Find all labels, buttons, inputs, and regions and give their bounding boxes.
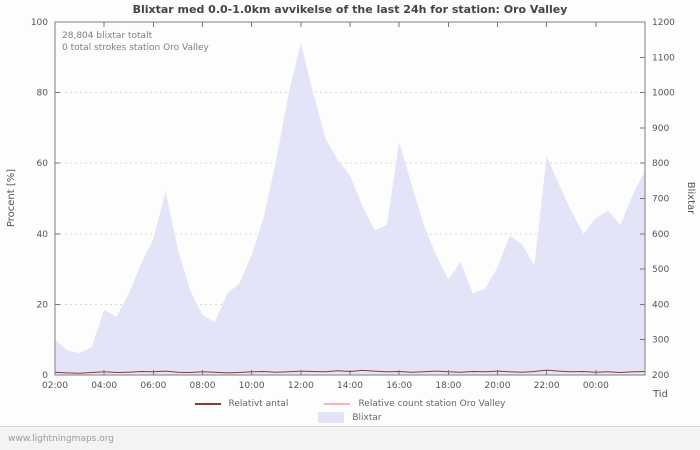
left-axis-title: Procent [%] <box>6 169 17 227</box>
chart-title: Blixtar med 0.0-1.0km avvikelse of the l… <box>133 3 568 16</box>
chart: 0 20 40 60 80 100 200 300 400 500 600 700 800 900 1000… <box>6 3 696 399</box>
svg-text:0: 0 <box>42 371 48 381</box>
svg-text:300: 300 <box>652 336 669 346</box>
annotation-station-strokes: 0 total strokes station Oro Valley <box>62 43 210 53</box>
relativt-antal-line-swatch <box>194 403 221 405</box>
svg-text:18:00: 18:00 <box>435 381 461 391</box>
svg-text:1000: 1000 <box>652 89 675 99</box>
svg-text:80: 80 <box>37 89 49 99</box>
svg-text:20: 20 <box>37 300 49 310</box>
blixtar-area <box>55 43 645 375</box>
legend-item-relativt-antal: Relativt antal <box>194 399 289 409</box>
station-count-line-swatch <box>324 403 351 405</box>
svg-text:22:00: 22:00 <box>534 381 560 391</box>
legend: Relativt antal Relative count station Or… <box>0 399 700 423</box>
blixtar-area-swatch <box>318 412 345 423</box>
legend-label: Blixtar <box>352 412 382 423</box>
legend-row-area: Blixtar <box>318 412 382 423</box>
svg-text:00:00: 00:00 <box>583 381 609 391</box>
svg-text:06:00: 06:00 <box>140 381 166 391</box>
svg-text:500: 500 <box>652 265 669 275</box>
svg-text:10:00: 10:00 <box>239 381 265 391</box>
x-axis-title: Tid <box>652 389 668 399</box>
svg-text:100: 100 <box>31 18 48 28</box>
annotation-total-strokes: 28,804 blixtar totalt <box>62 31 153 41</box>
svg-text:60: 60 <box>37 159 49 169</box>
svg-text:04:00: 04:00 <box>91 381 117 391</box>
legend-item-blixtar: Blixtar <box>318 412 382 423</box>
svg-text:08:00: 08:00 <box>190 381 216 391</box>
svg-text:02:00: 02:00 <box>42 381 68 391</box>
svg-text:16:00: 16:00 <box>386 381 412 391</box>
legend-label: Relative count station Oro Valley <box>358 399 506 409</box>
svg-text:200: 200 <box>652 371 669 381</box>
svg-text:20:00: 20:00 <box>485 381 511 391</box>
svg-text:1100: 1100 <box>652 53 675 63</box>
footer-link[interactable]: www.lightningmaps.org <box>8 433 114 444</box>
svg-text:700: 700 <box>652 195 669 205</box>
legend-row-lines: Relativt antal Relative count station Or… <box>194 399 505 409</box>
svg-text:400: 400 <box>652 300 669 310</box>
footer-bar: www.lightningmaps.org <box>0 426 700 450</box>
svg-text:12:00: 12:00 <box>288 381 314 391</box>
axes: 0 20 40 60 80 100 200 300 400 500 600 700 800 900 1000… <box>31 18 675 391</box>
right-axis-title: Blixtar <box>685 182 696 215</box>
svg-text:1200: 1200 <box>652 18 675 28</box>
svg-text:40: 40 <box>37 230 49 240</box>
svg-text:900: 900 <box>652 124 669 134</box>
legend-item-relative-count-station: Relative count station Oro Valley <box>324 399 505 409</box>
svg-text:800: 800 <box>652 159 669 169</box>
legend-label: Relativt antal <box>228 399 289 409</box>
svg-text:14:00: 14:00 <box>337 381 363 391</box>
svg-text:600: 600 <box>652 230 669 240</box>
